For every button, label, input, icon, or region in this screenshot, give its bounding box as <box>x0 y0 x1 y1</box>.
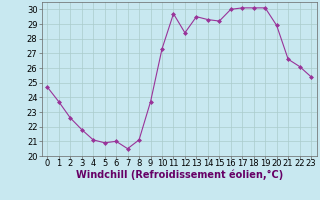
X-axis label: Windchill (Refroidissement éolien,°C): Windchill (Refroidissement éolien,°C) <box>76 169 283 180</box>
